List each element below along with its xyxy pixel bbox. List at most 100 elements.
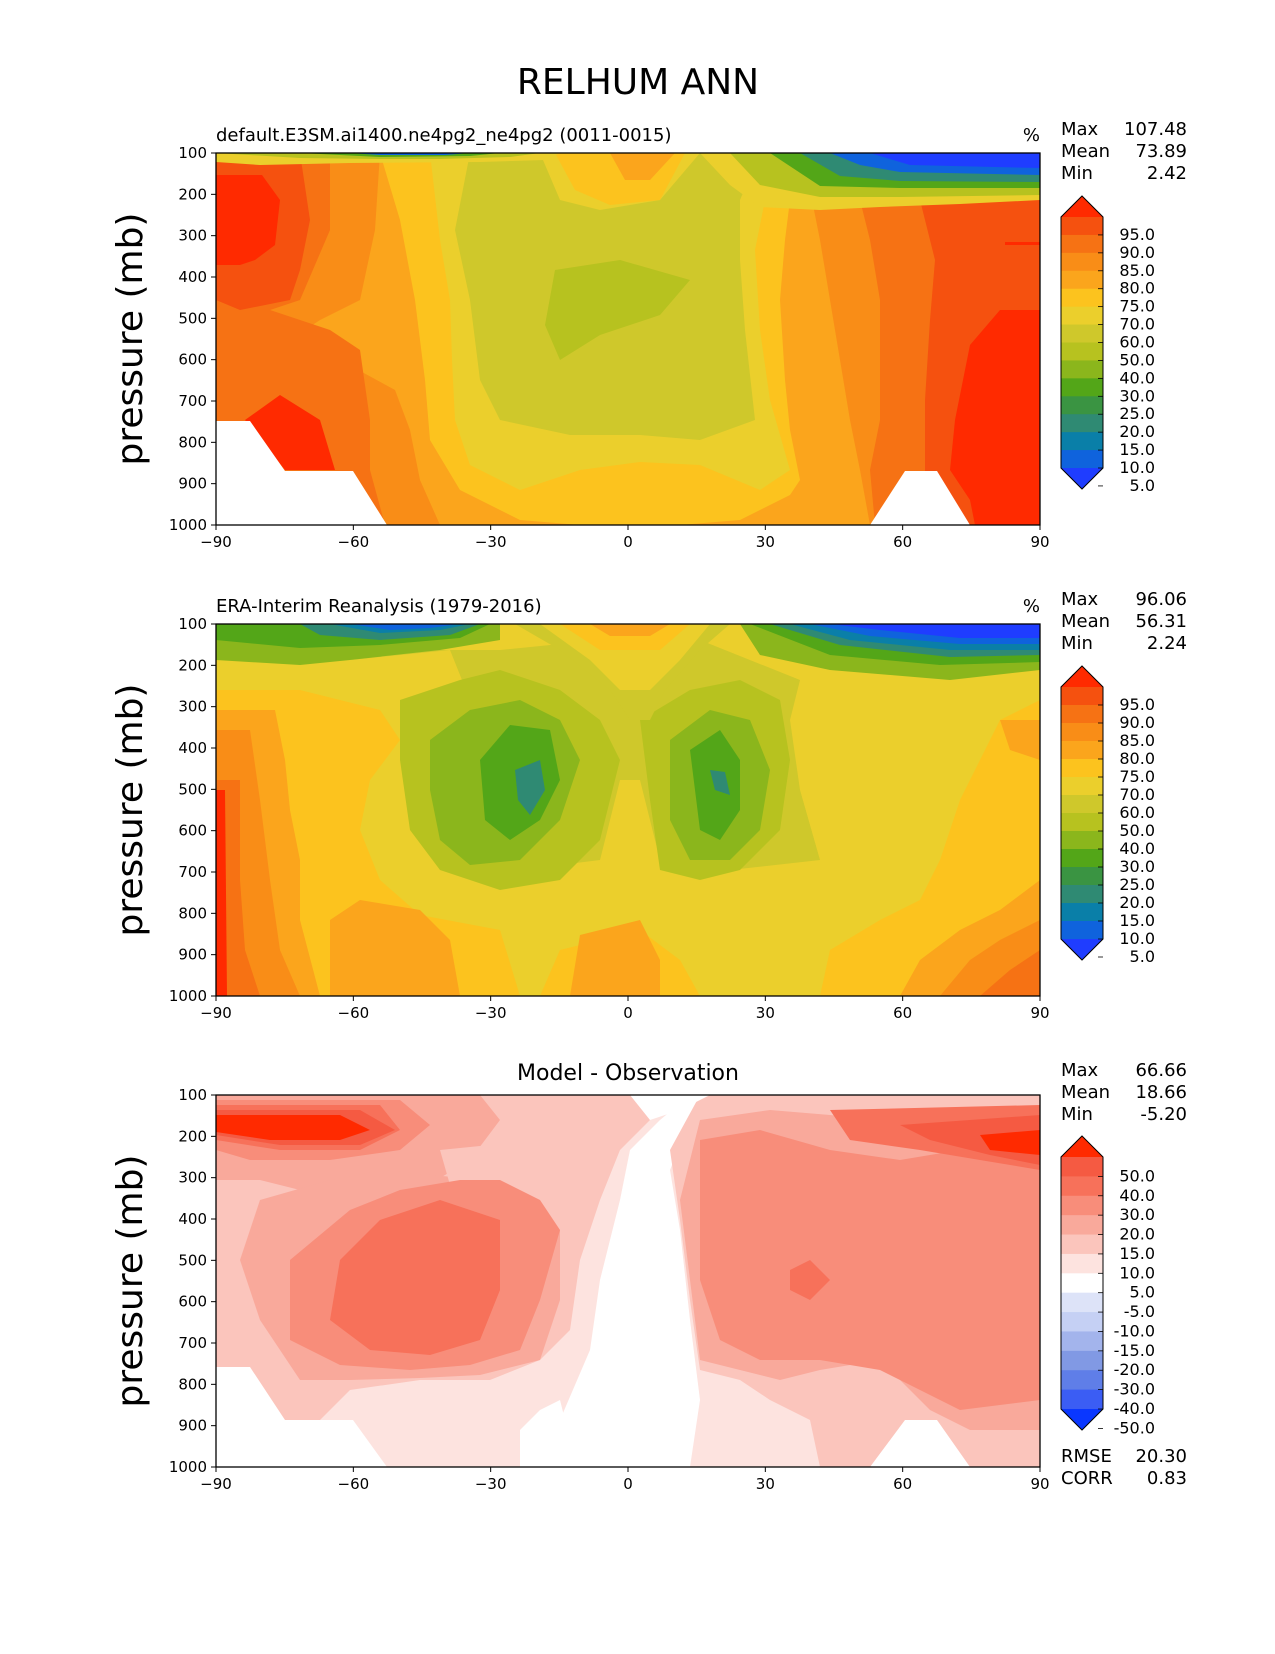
y-tick-label: 300	[178, 698, 207, 716]
contour-fill	[440, 1145, 520, 1185]
y-tick-label: 1000	[169, 516, 207, 534]
y-tick-label: 700	[178, 1334, 207, 1352]
colorbar-band	[1061, 360, 1103, 379]
y-tick-label: 1000	[169, 987, 207, 1005]
contour-fill	[515, 760, 545, 815]
panel-obs-ylabel: pressure (mb)	[110, 684, 151, 937]
colorbar-band	[1061, 306, 1103, 326]
colorbar-label: 40.0	[1119, 368, 1155, 387]
y-tick-label: 100	[178, 1086, 207, 1104]
y-tick-label: 200	[178, 656, 207, 674]
colorbar-band	[1061, 1215, 1103, 1236]
panel-diff-colorbar: 50.040.030.020.015.010.05.0-5.0-10.0-15.…	[1060, 1135, 1155, 1437]
panel-obs-contours	[216, 624, 1040, 996]
colorbar-label: -10.0	[1114, 1321, 1155, 1340]
contour-fill	[610, 153, 675, 180]
x-tick-label: −90	[200, 1475, 232, 1493]
rmse-value: 20.30	[1135, 1446, 1187, 1467]
panel-diff-stats: Max 66.66 Mean 18.66 Min -5.20	[1061, 1060, 1187, 1125]
colorbar-label: 5.0	[1130, 1283, 1155, 1302]
colorbar-label: 80.0	[1119, 749, 1155, 768]
colorbar-label: 10.0	[1119, 929, 1155, 948]
x-tick-label: 60	[893, 1475, 912, 1493]
colorbar-label: 85.0	[1119, 731, 1155, 750]
x-tick-label: −30	[475, 1004, 507, 1022]
y-tick-label: 700	[178, 863, 207, 881]
colorbar-label: 5.0	[1130, 476, 1155, 495]
x-tick-label: 0	[623, 1475, 633, 1493]
colorbar-band	[1061, 795, 1103, 814]
panel-model-xaxis: −90 −60 −30 0 30 60 90	[200, 525, 1050, 551]
stat-max-label: Max	[1061, 589, 1099, 610]
colorbar-band	[1061, 1370, 1103, 1391]
contour-missing	[870, 471, 970, 525]
contour-fill	[330, 900, 460, 996]
contour-fill	[1000, 720, 1040, 760]
y-tick-label: 400	[178, 739, 207, 757]
contour-fill	[980, 950, 1040, 996]
colorbar-extend-min	[1061, 468, 1103, 489]
corr-value: 0.83	[1147, 1468, 1187, 1489]
stat-max-label: Max	[1061, 119, 1099, 140]
stat-mean-label: Mean	[1061, 141, 1110, 162]
colorbar-band	[1061, 1195, 1103, 1216]
figure-title: RELHUM ANN	[517, 62, 759, 103]
contour-missing	[216, 1367, 387, 1467]
y-tick-label: 500	[178, 309, 207, 327]
contour-fill	[830, 624, 1040, 638]
colorbar-band	[1061, 849, 1103, 868]
y-tick-label: 300	[178, 1169, 207, 1187]
colorbar-band	[1061, 1176, 1103, 1197]
colorbar-band	[1061, 903, 1103, 922]
colorbar-band	[1061, 217, 1103, 236]
colorbar-band	[1061, 1292, 1103, 1313]
colorbar-band	[1061, 831, 1103, 850]
y-tick-label: 1000	[169, 1458, 207, 1476]
colorbar-label: 30.0	[1119, 1205, 1155, 1224]
colorbar-label: 70.0	[1119, 315, 1155, 334]
stat-min-value: 2.24	[1147, 633, 1187, 654]
colorbar-label: 50.0	[1119, 821, 1155, 840]
colorbar-label: 75.0	[1119, 767, 1155, 786]
colorbar-label: -15.0	[1114, 1341, 1155, 1360]
colorbar-label: 50.0	[1119, 1166, 1155, 1185]
colorbar-band	[1061, 1157, 1103, 1177]
panel-model-colorbar: 95.090.085.080.075.070.060.050.040.030.0…	[1060, 195, 1155, 495]
panel-model-ylabel: pressure (mb)	[110, 213, 151, 466]
contour-fill	[1005, 242, 1040, 245]
y-tick-label: 700	[178, 392, 207, 410]
colorbar-band	[1061, 324, 1103, 343]
colorbar-label: 75.0	[1119, 297, 1155, 316]
x-tick-label: −60	[338, 1475, 370, 1493]
contour-fill	[790, 1260, 830, 1300]
contour-fill	[630, 1095, 710, 1120]
contour-missing	[870, 1420, 970, 1467]
y-tick-label: 800	[178, 1375, 207, 1393]
panel-model: default.E3SM.ai1400.ne4pg2_ne4pg2 (0011-…	[110, 119, 1187, 551]
contour-fill	[870, 153, 1040, 168]
panel-obs: ERA-Interim Reanalysis (1979-2016) %	[110, 589, 1187, 1022]
panel-obs-stats: Max 96.06 Mean 56.31 Min 2.24	[1061, 589, 1187, 654]
colorbar-band	[1061, 921, 1103, 940]
stat-min-label: Min	[1061, 163, 1093, 184]
x-tick-label: −60	[338, 1004, 370, 1022]
colorbar-band	[1061, 1234, 1103, 1255]
x-tick-label: 60	[893, 1004, 912, 1022]
colorbar-band	[1061, 252, 1103, 272]
panel-diff: Model - Observation	[110, 1060, 1187, 1493]
panel-diff-metrics: RMSE 20.30 CORR 0.83	[1061, 1446, 1187, 1489]
y-tick-label: 400	[178, 1210, 207, 1228]
corr-label: CORR	[1061, 1468, 1113, 1489]
colorbar-band	[1061, 1350, 1103, 1371]
x-tick-label: 90	[1030, 1004, 1049, 1022]
panel-obs-xaxis: −90 −60 −30 0 30 60 90	[200, 996, 1050, 1022]
colorbar-band	[1061, 867, 1103, 886]
colorbar-band	[1061, 741, 1103, 760]
colorbar-label: 40.0	[1119, 1186, 1155, 1205]
colorbar-label: 20.0	[1119, 422, 1155, 441]
panel-diff-yaxis: 100 200 300 400 500 600 700 800 900 1000	[169, 1086, 216, 1476]
stat-max-label: Max	[1061, 1060, 1099, 1081]
contour-fill	[216, 780, 260, 996]
panel-diff-contours	[216, 1095, 1040, 1467]
